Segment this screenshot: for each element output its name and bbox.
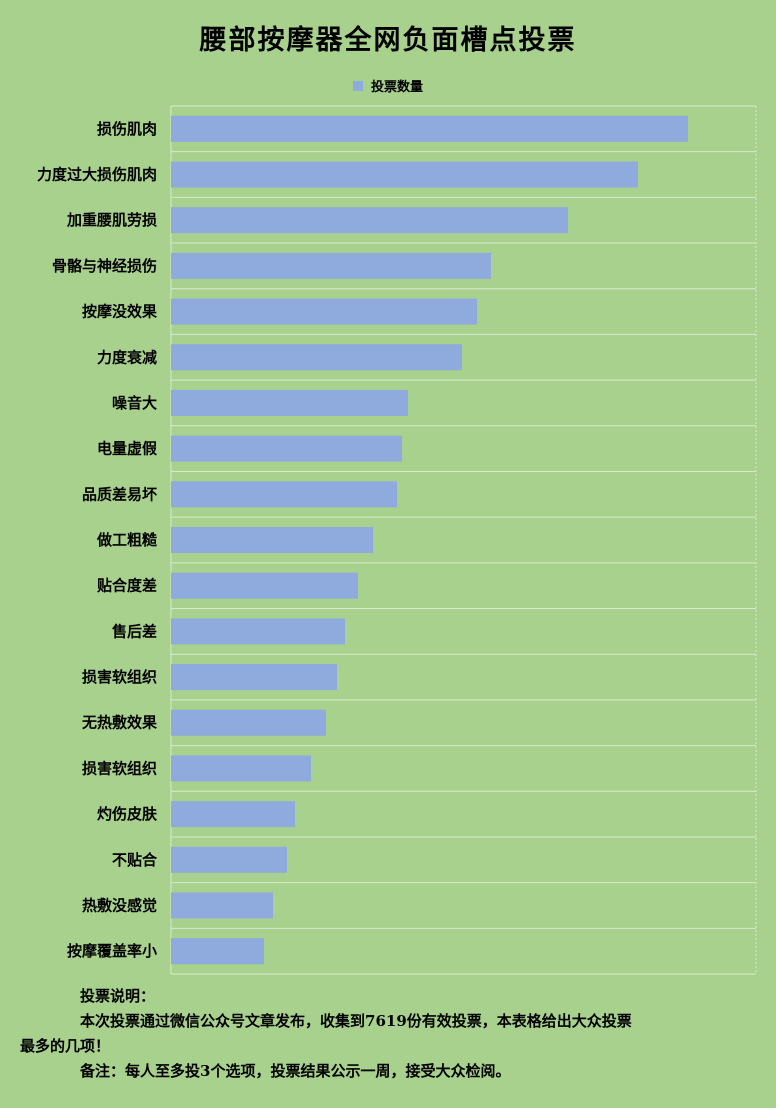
notes-line-2: 最多的几项！	[20, 1037, 111, 1055]
category-label: 电量虚假	[97, 440, 158, 458]
bar	[171, 161, 638, 188]
bar	[171, 801, 295, 828]
category-label: 售后差	[112, 622, 157, 640]
bar	[171, 938, 264, 965]
notes-line-3: 备注：每人至多投3个选项，投票结果公示一周，接受大众检阅。	[80, 1062, 511, 1080]
bar	[171, 527, 373, 553]
category-label: 力度过大损伤肌肉	[37, 166, 157, 184]
bar	[171, 755, 311, 782]
bar	[171, 709, 326, 736]
category-label: 骨骼与神经损伤	[52, 257, 157, 275]
category-label: 加重腰肌劳损	[66, 211, 157, 229]
category-label: 损害软组织	[82, 668, 157, 686]
bar	[171, 846, 287, 873]
legend-swatch	[352, 80, 363, 91]
bar	[171, 572, 358, 599]
category-label: 无热敷效果	[81, 714, 158, 732]
category-label: 贴合度差	[97, 577, 157, 595]
bar-chart: 损伤肌肉力度过大损伤肌肉加重腰肌劳损骨骼与神经损伤按摩没效果力度衰减噪音大电量虚…	[37, 105, 757, 975]
chart-title: 腰部按摩器全网负面槽点投票	[199, 25, 577, 56]
category-label: 品质差易坏	[82, 485, 157, 503]
notes: 投票说明： 本次投票通过微信公众号文章发布，收集到7619份有效投票，本表格给出…	[20, 984, 760, 1084]
bar	[171, 435, 402, 462]
legend-label: 投票数量	[370, 80, 423, 95]
bar	[171, 207, 568, 234]
category-label: 不贴合	[112, 851, 158, 869]
bar	[171, 252, 491, 279]
bar	[171, 298, 477, 325]
category-label: 损伤肌肉	[97, 120, 157, 138]
notes-line-1: 本次投票通过微信公众号文章发布，收集到7619份有效投票，本表格给出大众投票	[80, 1012, 632, 1030]
bar	[171, 892, 273, 919]
category-label: 噪音大	[112, 394, 157, 412]
bar	[171, 481, 397, 508]
bar	[171, 389, 408, 416]
category-label: 灼伤皮肤	[97, 805, 158, 823]
category-label: 力度衰减	[97, 348, 157, 366]
bar	[171, 115, 688, 142]
category-label: 按摩没效果	[82, 303, 158, 321]
notes-heading: 投票说明：	[80, 987, 156, 1005]
category-label: 做工粗糙	[96, 531, 157, 549]
legend: 投票数量	[0, 76, 776, 95]
bar	[171, 344, 462, 371]
category-label: 按摩覆盖率小	[67, 942, 157, 960]
category-label: 损害软组织	[82, 759, 157, 777]
bar	[171, 618, 345, 645]
bar	[171, 664, 337, 691]
category-label: 热敷没感觉	[82, 896, 157, 914]
